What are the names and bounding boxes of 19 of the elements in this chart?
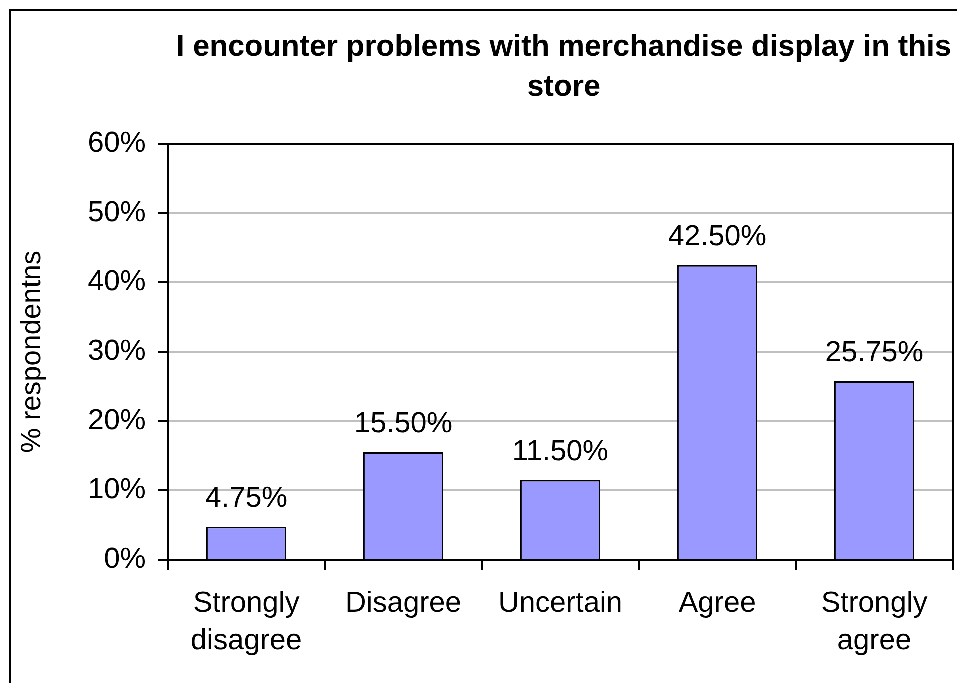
y-tick-label: 30%	[88, 335, 146, 367]
data-label: 11.50%	[512, 435, 609, 468]
y-tick-label: 10%	[88, 474, 146, 506]
data-label: 42.50%	[668, 220, 767, 252]
data-label: 25.75%	[825, 336, 924, 368]
x-tick-label: Agree	[678, 586, 756, 619]
x-tick-label: Strongly agree	[821, 586, 928, 657]
y-tick-label: 20%	[88, 404, 146, 436]
y-tick-label: 60%	[88, 127, 146, 159]
data-label: 4.75%	[205, 482, 288, 514]
x-tick-label: Strongly disagree	[190, 586, 302, 657]
y-axis-title: % respondentns	[16, 250, 47, 454]
chart-title: I encounter problems with merchandise display in this store	[175, 29, 953, 105]
x-tick-label: Disagree	[345, 586, 462, 619]
y-tick-label: 0%	[104, 543, 146, 575]
y-tick-label: 50%	[88, 196, 146, 228]
y-tick-label: 40%	[88, 266, 146, 298]
data-label: 15.50%	[354, 408, 453, 440]
x-tick-label: Uncertain	[498, 586, 623, 619]
